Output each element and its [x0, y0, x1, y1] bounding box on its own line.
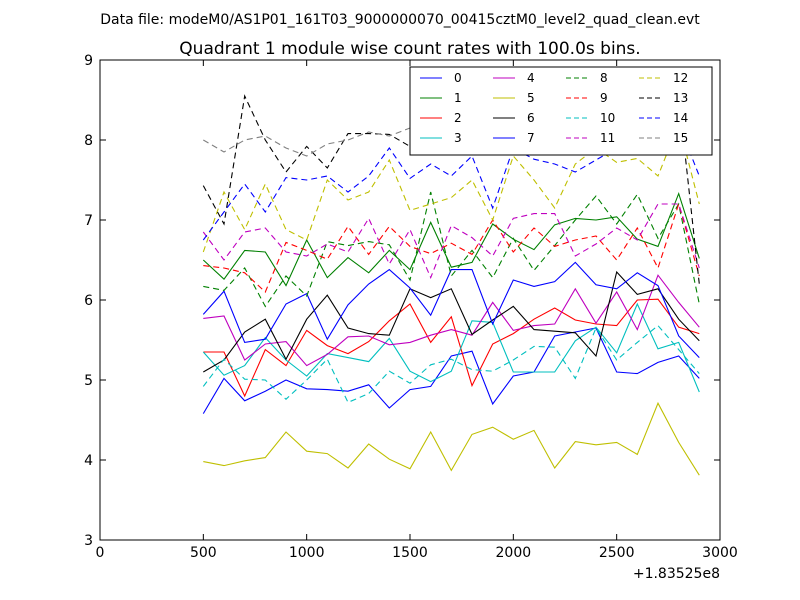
- series-line-12: [202, 122, 700, 253]
- x-tick-label-3000: 3000: [702, 545, 738, 561]
- x-tick-label-0: 0: [96, 545, 105, 561]
- series-layer: [202, 88, 700, 476]
- y-tick-label-6: 6: [84, 293, 93, 309]
- legend-label-8: 8: [600, 71, 608, 85]
- legend-label-14: 14: [673, 111, 688, 125]
- figure-suptitle: Data file: modeM0/AS1P01_161T03_90000000…: [100, 12, 700, 28]
- x-axis: 0 500 1000 1500 2000 2500 3000: [96, 60, 738, 561]
- series-line-7: [202, 261, 700, 358]
- legend-label-13: 13: [673, 91, 688, 105]
- legend-label-11: 11: [600, 131, 615, 145]
- y-tick-label-4: 4: [84, 453, 93, 469]
- legend-label-1: 1: [454, 91, 462, 105]
- series-line-9: [203, 202, 700, 293]
- legend-label-5: 5: [527, 91, 535, 105]
- series-line-6: [203, 270, 700, 373]
- legend-label-0: 0: [454, 71, 462, 85]
- y-tick-label-7: 7: [84, 213, 93, 229]
- x-tick-label-2500: 2500: [599, 545, 635, 561]
- legend-frame: [409, 66, 713, 156]
- x-offset-label: +1.83525e8: [633, 566, 720, 582]
- series-line-11: [202, 203, 700, 280]
- x-tick-label-1500: 1500: [392, 545, 428, 561]
- series-line-10: [202, 324, 700, 404]
- legend-label-9: 9: [600, 91, 608, 105]
- y-tick-label-3: 3: [84, 533, 93, 549]
- series-line-5: [203, 401, 700, 476]
- legend-label-10: 10: [600, 111, 615, 125]
- chart-title: Quadrant 1 module wise count rates with …: [179, 39, 640, 59]
- series-line-0: [202, 327, 700, 414]
- series-line-2: [203, 298, 700, 398]
- legend-label-6: 6: [527, 111, 535, 125]
- series-line-8: [203, 191, 700, 308]
- x-tick-label-500: 500: [190, 545, 217, 561]
- legend-label-15: 15: [673, 131, 688, 145]
- series-line-4: [203, 274, 700, 367]
- legend-label-12: 12: [673, 71, 688, 85]
- y-tick-label-5: 5: [84, 373, 93, 389]
- legend-label-2: 2: [454, 111, 462, 125]
- x-tick-label-1000: 1000: [289, 545, 325, 561]
- legend-label-3: 3: [454, 131, 462, 145]
- plot-area: 0 500 1000 1500 2000 2500 3000 3 4 5 6 7 8 9 +1.8352…: [84, 53, 738, 582]
- series-line-15: [203, 91, 700, 157]
- y-axis: 3 4 5 6 7 8 9: [84, 53, 720, 549]
- y-tick-label-9: 9: [84, 53, 93, 69]
- legend-label-7: 7: [527, 131, 535, 145]
- series-line-1: [202, 191, 700, 287]
- y-tick-label-8: 8: [84, 133, 93, 149]
- legend-label-4: 4: [527, 71, 535, 85]
- x-tick-label-2000: 2000: [496, 545, 532, 561]
